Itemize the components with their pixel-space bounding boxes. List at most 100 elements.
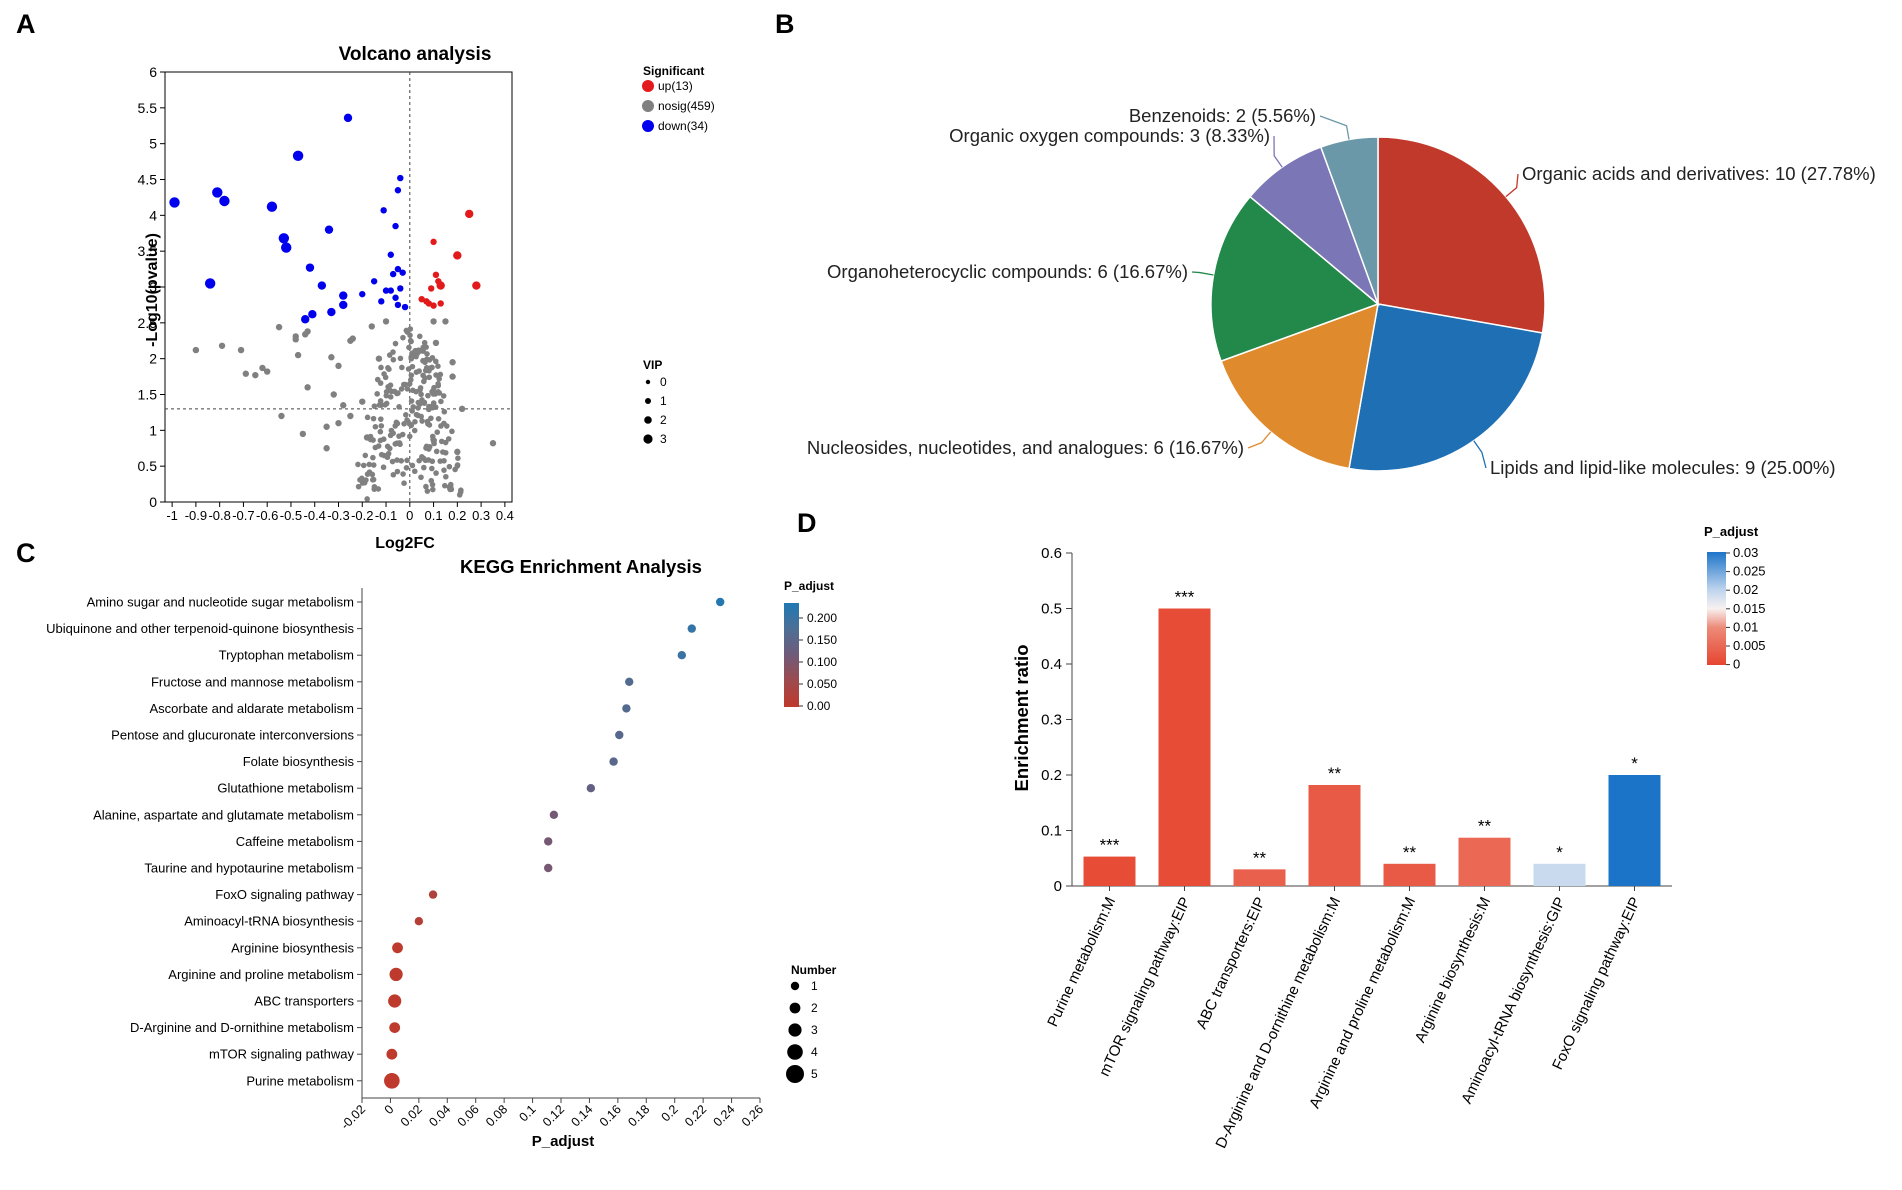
- bar: [1608, 775, 1661, 886]
- nosig-point: [429, 433, 436, 440]
- nosig-point: [442, 318, 449, 325]
- up-point: [453, 251, 462, 260]
- nosig-point: [441, 467, 447, 473]
- pie-label: Benzenoids: 2 (5.56%): [1129, 105, 1316, 126]
- nosig-point: [446, 463, 453, 470]
- bar: [1308, 784, 1361, 886]
- nosig-point: [396, 404, 402, 410]
- down-point: [397, 285, 404, 292]
- pathway-dot: [716, 597, 725, 607]
- nosig-point: [368, 323, 375, 330]
- x-tick-label: 0.2: [659, 1102, 681, 1124]
- nosig-point: [417, 385, 424, 391]
- up-point: [436, 281, 445, 290]
- down-point: [370, 278, 378, 285]
- x-tick-label: -0.8: [208, 508, 230, 523]
- nosig-point: [381, 371, 387, 377]
- legend-label: down(34): [658, 119, 708, 133]
- pathway-dot: [609, 757, 618, 766]
- nosig-point: [371, 403, 378, 409]
- nosig-point: [340, 402, 347, 409]
- nosig-point: [454, 448, 461, 456]
- down-point: [278, 233, 290, 244]
- nosig-point: [294, 351, 302, 359]
- volcano-title: Volcano analysis: [339, 44, 492, 65]
- y-tick-label: 0.1: [1041, 823, 1062, 840]
- nosig-point: [435, 381, 441, 387]
- down-point: [387, 251, 394, 258]
- significance-label: **: [1478, 817, 1492, 836]
- nosig-point: [429, 364, 435, 371]
- colorbar-tick-label: 0.100: [807, 655, 837, 669]
- nosig-point: [263, 368, 271, 375]
- size-legend-dot: [786, 1065, 804, 1083]
- nosig-point: [421, 339, 428, 346]
- up-point: [430, 238, 437, 246]
- y-tick-label: 1.5: [138, 387, 158, 403]
- nosig-point: [360, 462, 367, 469]
- nosig-point: [335, 362, 342, 370]
- nosig-point: [411, 468, 418, 475]
- nosig-point: [388, 427, 395, 434]
- colorbar-tick-label: 0.01: [1733, 619, 1758, 634]
- bar: [1233, 869, 1286, 886]
- nosig-point: [408, 398, 415, 404]
- down-point: [339, 291, 348, 300]
- legend-swatch: [642, 100, 654, 112]
- nosig-point: [394, 468, 401, 475]
- nosig-point: [364, 496, 370, 502]
- nosig-point: [380, 464, 387, 471]
- nosig-point: [371, 486, 378, 492]
- nosig-point: [397, 441, 403, 448]
- pie-leader-line: [1473, 440, 1487, 469]
- nosig-point: [383, 392, 390, 399]
- nosig-point: [330, 391, 337, 398]
- nosig-point: [378, 364, 384, 371]
- down-point: [387, 287, 394, 294]
- nosig-point: [430, 318, 437, 325]
- nosig-point: [422, 359, 428, 366]
- size-legend-label: 2: [811, 1001, 818, 1015]
- nosig-point: [398, 386, 405, 392]
- pathway-dot: [549, 810, 559, 819]
- vip-legend-title: VIP: [643, 358, 662, 372]
- size-legend-label: 4: [811, 1045, 818, 1059]
- down-point: [212, 187, 223, 198]
- nosig-point: [404, 457, 410, 464]
- nosig-point: [438, 438, 445, 445]
- nosig-point: [380, 436, 387, 442]
- nosig-point: [364, 414, 371, 421]
- x-tick-label: -0.4: [304, 508, 326, 523]
- nosig-point: [435, 363, 441, 369]
- nosig-point: [419, 418, 425, 424]
- nosig-point: [412, 419, 418, 425]
- nosig-point: [428, 477, 435, 484]
- nosig-point: [409, 462, 416, 469]
- nosig-point: [426, 406, 432, 413]
- pathway-label: Arginine biosynthesis: [231, 940, 354, 955]
- nosig-point: [237, 346, 245, 354]
- x-tick-label: -0.7: [232, 508, 254, 523]
- nosig-point: [410, 387, 416, 394]
- nosig-point: [406, 421, 413, 427]
- down-point: [204, 278, 216, 289]
- nosig-point: [401, 421, 407, 427]
- pathway-label: Arginine and proline metabolism: [168, 967, 354, 982]
- down-point: [394, 187, 402, 194]
- nosig-point: [456, 492, 463, 498]
- x-tick-label: 0.1: [425, 508, 443, 523]
- y-tick-label: 0.3: [1041, 712, 1062, 729]
- nosig-point: [382, 318, 390, 325]
- colorbar-tick-label: 0.050: [807, 677, 837, 691]
- pathway-label: Tryptophan metabolism: [219, 648, 354, 663]
- down-point: [392, 222, 399, 230]
- colorbar-tick-label: 0.025: [1733, 564, 1766, 579]
- x-tick-label: 0: [382, 1102, 397, 1117]
- nosig-point: [406, 381, 413, 387]
- down-point: [292, 150, 304, 162]
- pie-leader-line: [1247, 431, 1272, 449]
- colorbar-tick-label: 0.02: [1733, 582, 1758, 597]
- nosig-point: [394, 457, 400, 463]
- up-point: [430, 302, 437, 309]
